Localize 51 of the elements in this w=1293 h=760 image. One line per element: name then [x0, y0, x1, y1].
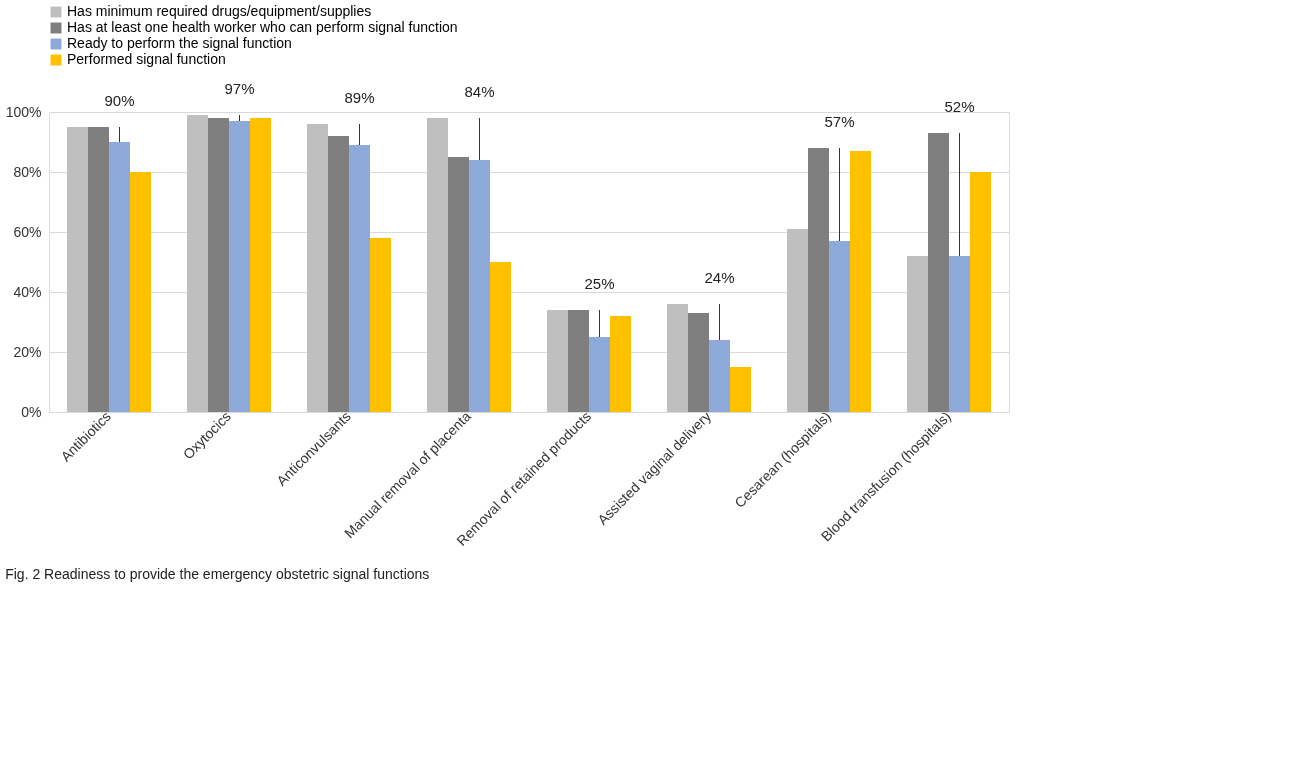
- data-label: 24%: [704, 269, 735, 286]
- data-label: 97%: [224, 80, 255, 97]
- bar: [709, 340, 730, 412]
- bar: [928, 133, 949, 412]
- y-tick-label: 40%: [13, 283, 42, 300]
- bar: [250, 118, 271, 412]
- data-label: 90%: [104, 92, 135, 109]
- bar: [490, 262, 511, 412]
- bar: [907, 256, 928, 412]
- data-label: 52%: [944, 98, 975, 115]
- bar: [130, 172, 151, 412]
- bar: [349, 145, 370, 412]
- legend-label: Has at least one health worker who can perform signal function: [67, 19, 458, 35]
- data-label: 89%: [344, 89, 375, 106]
- legend-label: Has minimum required drugs/equipment/supplies: [67, 3, 372, 19]
- data-label: 84%: [464, 83, 495, 100]
- bar: [88, 127, 109, 412]
- y-tick-label: 0%: [21, 403, 42, 420]
- bar: [448, 157, 469, 412]
- bar: [328, 136, 349, 412]
- bar: [547, 310, 568, 412]
- bar: [829, 241, 850, 412]
- y-tick-label: 80%: [13, 163, 42, 180]
- bar: [307, 124, 328, 412]
- bar: [109, 142, 130, 412]
- bar: [688, 313, 709, 412]
- legend-label: Performed signal function: [67, 51, 226, 67]
- bar: [427, 118, 448, 412]
- bar: [667, 304, 688, 412]
- bar: [67, 127, 88, 412]
- bar: [787, 229, 808, 412]
- y-tick-label: 100%: [5, 103, 42, 120]
- bar: [370, 238, 391, 412]
- bar: [568, 310, 589, 412]
- bar: [589, 337, 610, 412]
- caption: Fig. 2 Readiness to provide the emergency obstetric signal functions: [5, 566, 430, 583]
- data-label: 57%: [824, 113, 855, 130]
- data-label: 25%: [584, 275, 615, 292]
- bar: [229, 121, 250, 412]
- bar: [610, 316, 631, 412]
- bar: [808, 148, 829, 412]
- bar: [208, 118, 229, 412]
- bar: [949, 256, 970, 412]
- bar: [850, 151, 871, 412]
- bar: [187, 115, 208, 412]
- bar: [730, 367, 751, 412]
- y-tick-label: 20%: [13, 343, 42, 360]
- y-tick-label: 60%: [13, 223, 42, 240]
- bar: [970, 172, 991, 412]
- legend-label: Ready to perform the signal function: [67, 35, 292, 51]
- bar: [469, 160, 490, 412]
